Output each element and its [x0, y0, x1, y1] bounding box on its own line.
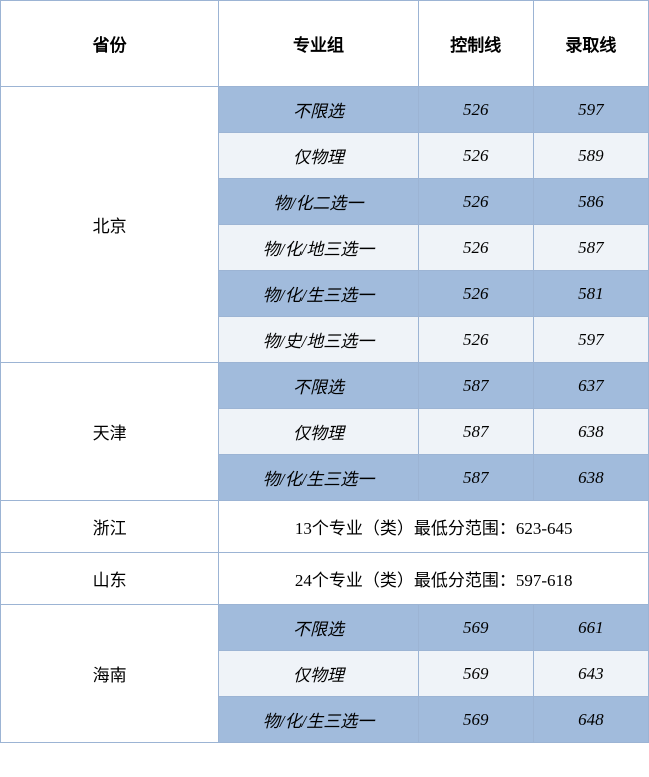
control-cell: 587 [418, 409, 533, 455]
control-cell: 526 [418, 133, 533, 179]
control-cell: 526 [418, 225, 533, 271]
group-cell: 不限选 [219, 87, 418, 133]
score-table-container: 省份 专业组 控制线 录取线 北京 不限选 526 597 仅物理 526 58… [0, 0, 649, 743]
table-row: 浙江 13个专业（类）最低分范围：623-645 [1, 501, 649, 553]
province-cell: 天津 [1, 363, 219, 501]
header-control: 控制线 [418, 1, 533, 87]
control-cell: 569 [418, 697, 533, 743]
control-cell: 569 [418, 605, 533, 651]
group-cell: 物/化/生三选一 [219, 271, 418, 317]
province-cell: 山东 [1, 553, 219, 605]
admit-cell: 586 [533, 179, 648, 225]
table-row: 海南 不限选 569 661 [1, 605, 649, 651]
admit-cell: 587 [533, 225, 648, 271]
admit-cell: 643 [533, 651, 648, 697]
admit-cell: 589 [533, 133, 648, 179]
group-cell: 物/化/生三选一 [219, 697, 418, 743]
group-cell: 物/化/地三选一 [219, 225, 418, 271]
control-cell: 569 [418, 651, 533, 697]
control-cell: 526 [418, 179, 533, 225]
province-cell: 海南 [1, 605, 219, 743]
header-province: 省份 [1, 1, 219, 87]
note-cell: 24个专业（类）最低分范围：597-618 [219, 553, 649, 605]
group-cell: 仅物理 [219, 409, 418, 455]
admit-cell: 648 [533, 697, 648, 743]
control-cell: 587 [418, 363, 533, 409]
group-cell: 不限选 [219, 605, 418, 651]
admit-cell: 638 [533, 455, 648, 501]
group-cell: 仅物理 [219, 133, 418, 179]
control-cell: 526 [418, 87, 533, 133]
admit-cell: 661 [533, 605, 648, 651]
group-cell: 不限选 [219, 363, 418, 409]
group-cell: 物/化二选一 [219, 179, 418, 225]
province-cell: 浙江 [1, 501, 219, 553]
control-cell: 587 [418, 455, 533, 501]
admit-cell: 637 [533, 363, 648, 409]
admit-cell: 597 [533, 317, 648, 363]
control-cell: 526 [418, 317, 533, 363]
header-group: 专业组 [219, 1, 418, 87]
note-cell: 13个专业（类）最低分范围：623-645 [219, 501, 649, 553]
table-body: 北京 不限选 526 597 仅物理 526 589 物/化二选一 526 58… [1, 87, 649, 743]
score-table: 省份 专业组 控制线 录取线 北京 不限选 526 597 仅物理 526 58… [0, 0, 649, 743]
table-row: 山东 24个专业（类）最低分范围：597-618 [1, 553, 649, 605]
admit-cell: 581 [533, 271, 648, 317]
admit-cell: 638 [533, 409, 648, 455]
group-cell: 物/史/地三选一 [219, 317, 418, 363]
table-row: 天津 不限选 587 637 [1, 363, 649, 409]
table-header: 省份 专业组 控制线 录取线 [1, 1, 649, 87]
province-cell: 北京 [1, 87, 219, 363]
group-cell: 物/化/生三选一 [219, 455, 418, 501]
admit-cell: 597 [533, 87, 648, 133]
control-cell: 526 [418, 271, 533, 317]
group-cell: 仅物理 [219, 651, 418, 697]
table-row: 北京 不限选 526 597 [1, 87, 649, 133]
header-admit: 录取线 [533, 1, 648, 87]
